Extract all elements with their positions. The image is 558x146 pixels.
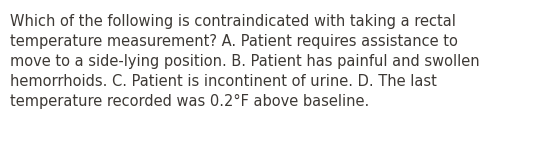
Text: Which of the following is contraindicated with taking a rectal
temperature measu: Which of the following is contraindicate… (10, 14, 480, 109)
